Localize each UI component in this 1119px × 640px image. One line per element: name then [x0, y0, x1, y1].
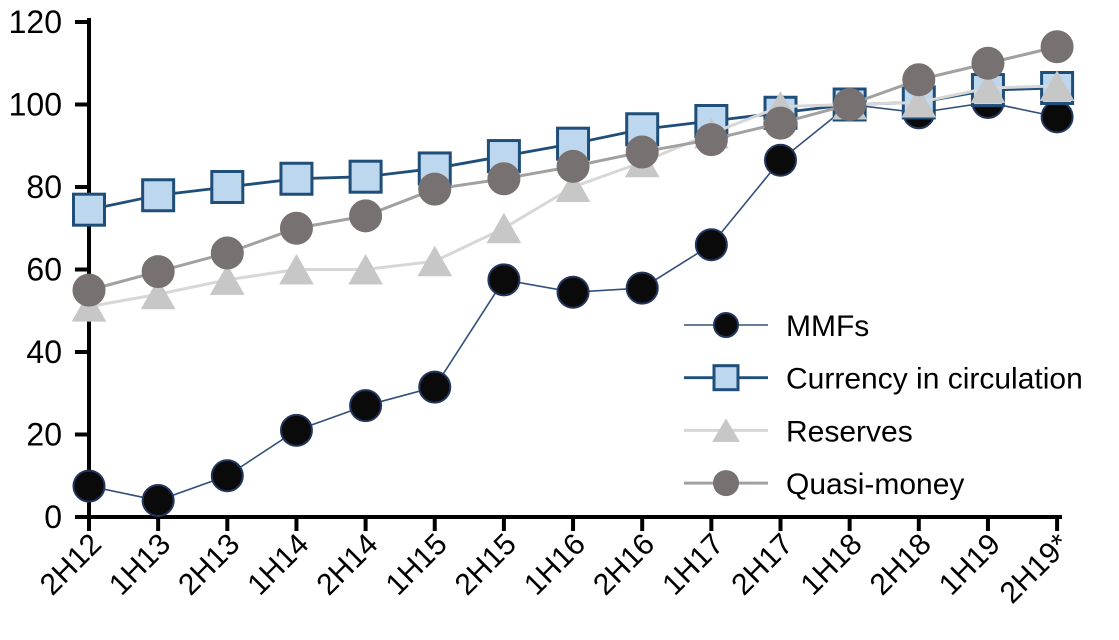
x-tick-label-2H13: 2H13 [172, 528, 246, 602]
x-tick-label-1H18: 1H18 [795, 528, 869, 602]
x-tick-label-1H13: 1H13 [103, 528, 177, 602]
series-quasi-point [694, 123, 728, 157]
y-tick-label-40: 40 [26, 334, 62, 370]
series-mmfs-point [279, 413, 313, 447]
series-quasi-point [713, 470, 739, 497]
series-quasi-point [625, 135, 659, 169]
x-tick-label-2H12: 2H12 [34, 528, 108, 602]
x-tick-label-2H14: 2H14 [311, 528, 385, 602]
series-mmfs-point [487, 263, 521, 297]
series-quasi-point [141, 255, 175, 289]
legend-label-currency: Currency in circulation [786, 363, 1083, 396]
series-reserves-point [486, 212, 522, 244]
x-tick-label-1H17: 1H17 [656, 528, 730, 602]
series-reserves-point [712, 418, 740, 442]
series-reserves-point [348, 253, 383, 285]
series-quasi-point [210, 236, 244, 270]
series-quasi-point [1040, 30, 1074, 64]
series-mmfs-point [418, 370, 452, 404]
series-reserves-point [209, 264, 245, 295]
series-currency-point [712, 364, 740, 392]
series-quasi-point [971, 46, 1005, 80]
y-tick-label-60: 60 [26, 252, 62, 288]
series-reserves-point [279, 253, 314, 285]
series-mmfs-point [1040, 100, 1074, 134]
series-mmfs-point [694, 228, 728, 262]
legend-label-reserves: Reserves [786, 415, 913, 448]
series-mmfs-point [764, 143, 797, 177]
series-currency-point [348, 159, 383, 194]
series-quasi-point [833, 88, 867, 121]
y-tick-label-100: 100 [9, 87, 62, 123]
x-tick-label-1H15: 1H15 [380, 528, 454, 602]
x-tick-label-1H14: 1H14 [241, 528, 315, 602]
series-quasi-point [418, 172, 452, 206]
series-mmfs-point [556, 275, 590, 309]
legend-label-quasi: Quasi-money [786, 468, 964, 501]
series-quasi-point [72, 273, 106, 307]
series-reserves-point [417, 245, 453, 277]
series-currency-point [72, 192, 106, 227]
x-tick-label-2H15: 2H15 [449, 528, 523, 602]
series-mmfs-point [349, 389, 383, 423]
series-reserves-point [1039, 70, 1075, 101]
legend-label-mmfs: MMFs [786, 310, 869, 343]
series-reserves-point [970, 72, 1006, 103]
y-tick-label-120: 120 [9, 4, 62, 40]
series-mmfs-point [713, 312, 739, 338]
x-tick-label-2H18: 2H18 [864, 528, 938, 602]
series-quasi-point [279, 211, 313, 245]
series-reserves-point [140, 278, 176, 310]
x-tick-label-1H16: 1H16 [518, 528, 592, 602]
series-currency-point [279, 161, 314, 196]
series-quasi-point [487, 162, 521, 196]
series-reserves-point [901, 86, 937, 118]
x-tick-label-2H16: 2H16 [587, 528, 661, 602]
series-mmfs-point [210, 459, 244, 493]
series-quasi-point [349, 199, 383, 233]
series-mmfs-point [141, 484, 175, 517]
series-mmfs-point [72, 469, 106, 503]
series-quasi-point [764, 106, 797, 140]
series-quasi-point [556, 149, 590, 183]
series-currency-point [141, 178, 176, 213]
series-currency-point [210, 170, 245, 204]
series-reserves-point [555, 171, 591, 202]
series-quasi-point [902, 63, 936, 97]
y-tick-label-20: 20 [26, 417, 62, 453]
x-tick-label-2H19*: 2H19* [994, 527, 1077, 610]
y-tick-label-80: 80 [26, 169, 62, 205]
series-mmfs-point [625, 271, 659, 305]
y-tick-label-0: 0 [44, 499, 62, 535]
x-tick-label-2H17: 2H17 [725, 528, 799, 602]
x-tick-label-1H19: 1H19 [933, 528, 1007, 602]
